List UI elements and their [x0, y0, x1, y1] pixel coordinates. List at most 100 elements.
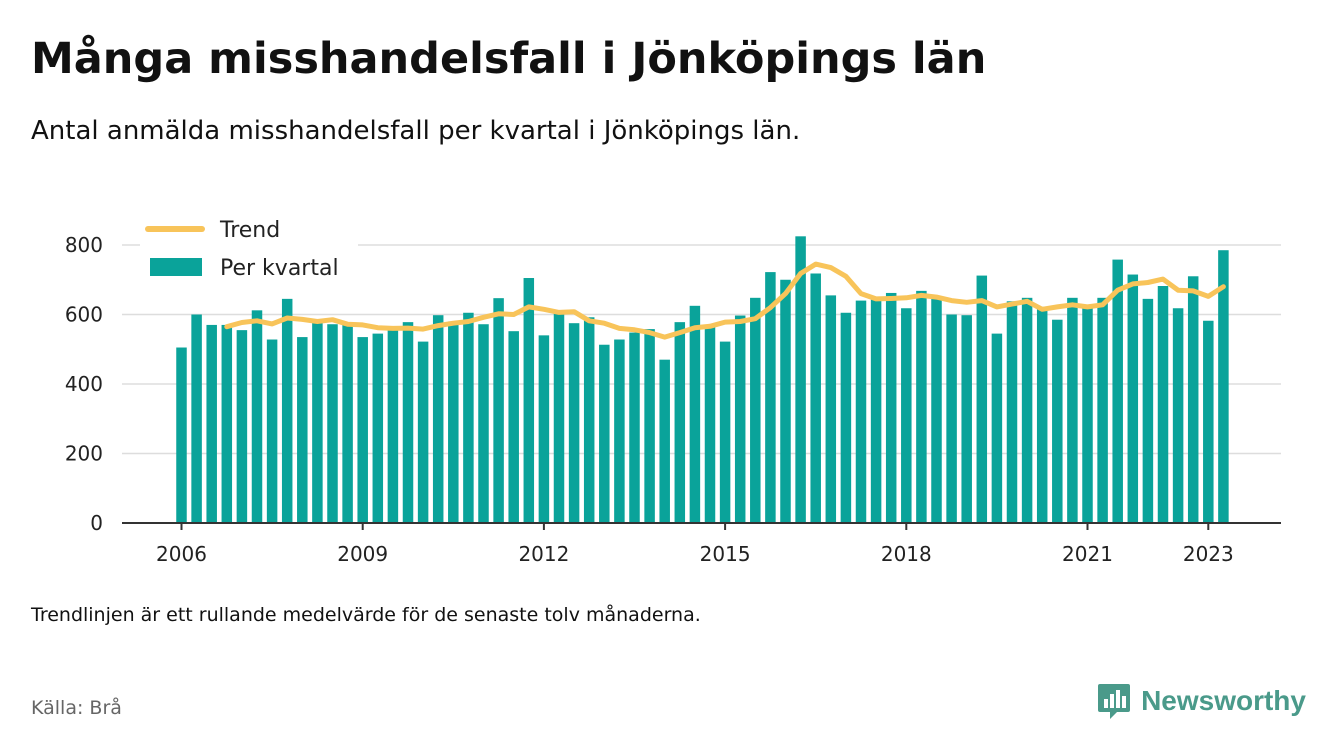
bar [1203, 320, 1214, 523]
legend: Trend Per kvartal [140, 208, 358, 294]
y-tick-label: 600 [65, 303, 103, 327]
bar [644, 329, 655, 523]
bar [417, 341, 429, 523]
bar [1067, 297, 1078, 523]
bar [719, 341, 731, 523]
bar [387, 330, 399, 523]
bar [1172, 308, 1184, 523]
bar [448, 321, 459, 523]
bar [1097, 297, 1108, 523]
bar [931, 297, 942, 523]
bar [1052, 319, 1063, 523]
bar [810, 273, 821, 523]
legend-label-per-kvartal: Per kvartal [220, 256, 339, 281]
bar [281, 298, 293, 523]
bar [916, 290, 927, 523]
bar [599, 344, 610, 523]
bar [191, 314, 202, 523]
bar [523, 278, 535, 523]
bar [463, 312, 474, 523]
legend-background [140, 208, 358, 294]
bar [885, 292, 897, 523]
chart-subtitle: Antal anmälda misshandelsfall per kvarta… [31, 116, 801, 146]
bar-chart-speech-bubble-icon [1098, 684, 1131, 719]
x-tick-label: 2015 [700, 542, 751, 566]
bar [266, 339, 278, 523]
bar [991, 333, 1003, 523]
bar [855, 300, 867, 523]
bar [825, 295, 837, 523]
bar [357, 337, 368, 523]
bar [508, 331, 519, 523]
y-tick-label: 200 [65, 442, 103, 466]
bar [901, 308, 912, 523]
x-tick-label: 2021 [1062, 542, 1113, 566]
bar [750, 297, 761, 523]
bar [1006, 301, 1018, 523]
y-tick-label: 0 [90, 511, 103, 535]
bar [176, 347, 187, 523]
bar [538, 335, 550, 523]
bar [478, 324, 489, 523]
bar [659, 359, 670, 523]
x-tick-label: 2012 [518, 542, 569, 566]
bar [961, 315, 972, 523]
bar [1082, 307, 1093, 523]
bar [342, 322, 353, 523]
bar [568, 323, 580, 523]
legend-label-trend: Trend [219, 218, 280, 243]
bar [946, 314, 957, 523]
trend-series [224, 261, 1226, 340]
bar [1157, 286, 1169, 523]
brand-name: Newsworthy [1141, 685, 1306, 716]
bar [1218, 250, 1229, 523]
x-tick-label: 2018 [881, 542, 932, 566]
bar-series [176, 236, 1229, 523]
bar [553, 312, 565, 523]
bar [629, 332, 640, 523]
bar [780, 279, 791, 523]
source-label: Källa: Brå [31, 697, 122, 719]
bar [1036, 306, 1048, 523]
x-axis: 2006 2009 2012 2015 2018 2021 2023 [122, 522, 1281, 566]
bar [402, 322, 414, 523]
bar [1187, 276, 1199, 523]
bar [734, 315, 746, 523]
chart-title: Många misshandelsfall i Jönköpings län [31, 34, 987, 84]
bar [870, 297, 882, 523]
bar [583, 317, 595, 523]
bar [765, 272, 776, 523]
bar [432, 315, 444, 523]
footnote: Trendlinjen är ett rullande medelvärde f… [31, 604, 701, 626]
bar [297, 337, 308, 523]
bar [795, 236, 806, 523]
bar [704, 326, 716, 523]
x-tick-label: 2023 [1183, 542, 1234, 566]
bar [372, 333, 384, 523]
bar [493, 298, 504, 523]
bar [206, 324, 217, 523]
bar [976, 275, 988, 523]
bar [221, 324, 233, 523]
bar [1127, 274, 1139, 523]
y-tick-label: 800 [65, 233, 103, 257]
trend-line [224, 261, 1226, 340]
bar [327, 324, 338, 523]
brand-logo: Newsworthy [1097, 682, 1306, 720]
x-tick-label: 2006 [156, 542, 207, 566]
bar [614, 339, 625, 523]
bar [689, 305, 701, 523]
bar [236, 330, 248, 523]
bar [1142, 298, 1154, 523]
bar [840, 312, 852, 523]
y-tick-label: 400 [65, 372, 103, 396]
bar [312, 322, 323, 523]
x-tick-label: 2009 [337, 542, 388, 566]
bar [1021, 297, 1033, 523]
bar [251, 310, 263, 523]
bar [1112, 259, 1123, 523]
legend-bar-swatch [150, 258, 202, 276]
bar [674, 322, 686, 523]
y-axis-labels: 0 200 400 600 800 [65, 233, 103, 535]
